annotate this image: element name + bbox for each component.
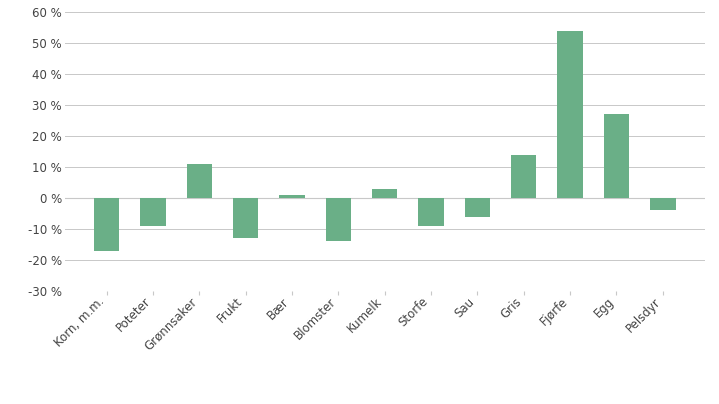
Bar [233, 198, 258, 238]
Bar [186, 164, 212, 198]
Bar [140, 198, 165, 226]
Bar [93, 198, 119, 250]
Bar [464, 198, 490, 217]
Bar [326, 198, 351, 241]
Bar [418, 198, 444, 226]
Bar [511, 155, 536, 198]
Bar [372, 189, 398, 198]
Bar [650, 198, 676, 210]
Bar [557, 31, 583, 198]
Bar [604, 114, 629, 198]
Bar [279, 195, 305, 198]
